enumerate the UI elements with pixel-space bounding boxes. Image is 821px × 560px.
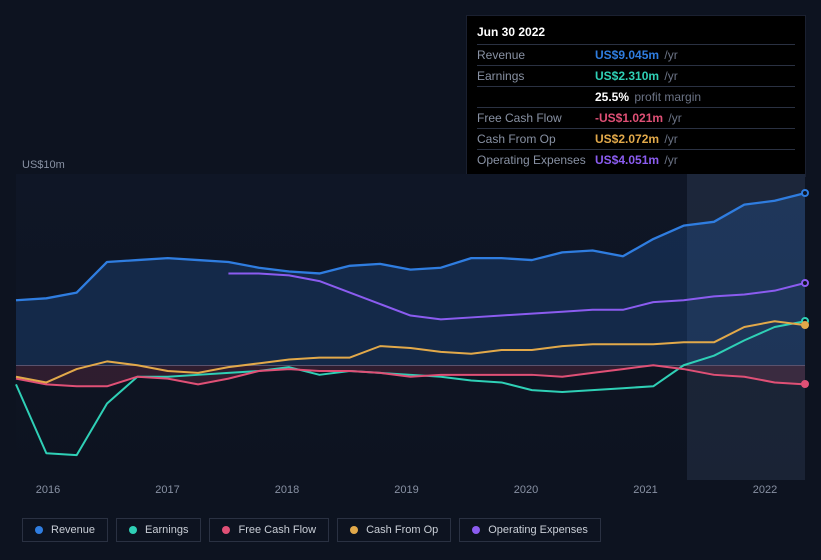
legend-dot-icon — [472, 526, 480, 534]
chart-tooltip: Jun 30 2022 RevenueUS$9.045m /yrEarnings… — [466, 15, 806, 177]
series-end-marker — [801, 189, 809, 197]
tooltip-row-label: Free Cash Flow — [477, 108, 595, 129]
x-axis-label: 2019 — [394, 484, 418, 496]
legend-item[interactable]: Free Cash Flow — [209, 518, 329, 542]
tooltip-row-label: Revenue — [477, 45, 595, 66]
legend-item[interactable]: Operating Expenses — [459, 518, 601, 542]
x-axis-label: 2016 — [36, 484, 60, 496]
tooltip-row-value: US$2.310m /yr — [595, 66, 795, 87]
tooltip-row-label: Cash From Op — [477, 129, 595, 150]
series-end-marker — [801, 279, 809, 287]
legend-dot-icon — [129, 526, 137, 534]
legend-item[interactable]: Cash From Op — [337, 518, 451, 542]
tooltip-date: Jun 30 2022 — [477, 22, 795, 44]
y-axis-label-top: US$10m — [22, 159, 65, 171]
tooltip-row-label: Operating Expenses — [477, 150, 595, 171]
x-axis-label: 2022 — [753, 484, 777, 496]
legend-label: Revenue — [51, 524, 95, 536]
tooltip-row-value: US$2.072m /yr — [595, 129, 795, 150]
legend: Revenue Earnings Free Cash Flow Cash From O… — [22, 518, 601, 542]
tooltip-row-value: US$9.045m /yr — [595, 45, 795, 66]
legend-item[interactable]: Earnings — [116, 518, 201, 542]
legend-label: Free Cash Flow — [238, 524, 316, 536]
legend-label: Operating Expenses — [488, 524, 588, 536]
legend-dot-icon — [350, 526, 358, 534]
tooltip-row-value: US$4.051m /yr — [595, 150, 795, 171]
legend-dot-icon — [222, 526, 230, 534]
legend-dot-icon — [35, 526, 43, 534]
tooltip-row-value: 25.5% profit margin — [595, 87, 795, 108]
legend-label: Cash From Op — [366, 524, 438, 536]
tooltip-row-value: -US$1.021m /yr — [595, 108, 795, 129]
tooltip-row-label — [477, 87, 595, 108]
series-end-marker — [801, 380, 809, 388]
chart-plot-area[interactable] — [16, 174, 805, 480]
chart-svg — [16, 174, 805, 480]
x-axis-label: 2018 — [275, 484, 299, 496]
x-axis: 2016 2017 2018 2019 2020 2021 2022 — [0, 484, 821, 504]
series-fill — [16, 193, 805, 365]
legend-item[interactable]: Revenue — [22, 518, 108, 542]
tooltip-row-label: Earnings — [477, 66, 595, 87]
x-axis-label: 2021 — [633, 484, 657, 496]
tooltip-table: RevenueUS$9.045m /yrEarningsUS$2.310m /y… — [477, 44, 795, 170]
legend-label: Earnings — [145, 524, 188, 536]
x-axis-label: 2020 — [514, 484, 538, 496]
x-axis-label: 2017 — [155, 484, 179, 496]
series-end-marker — [801, 321, 809, 329]
